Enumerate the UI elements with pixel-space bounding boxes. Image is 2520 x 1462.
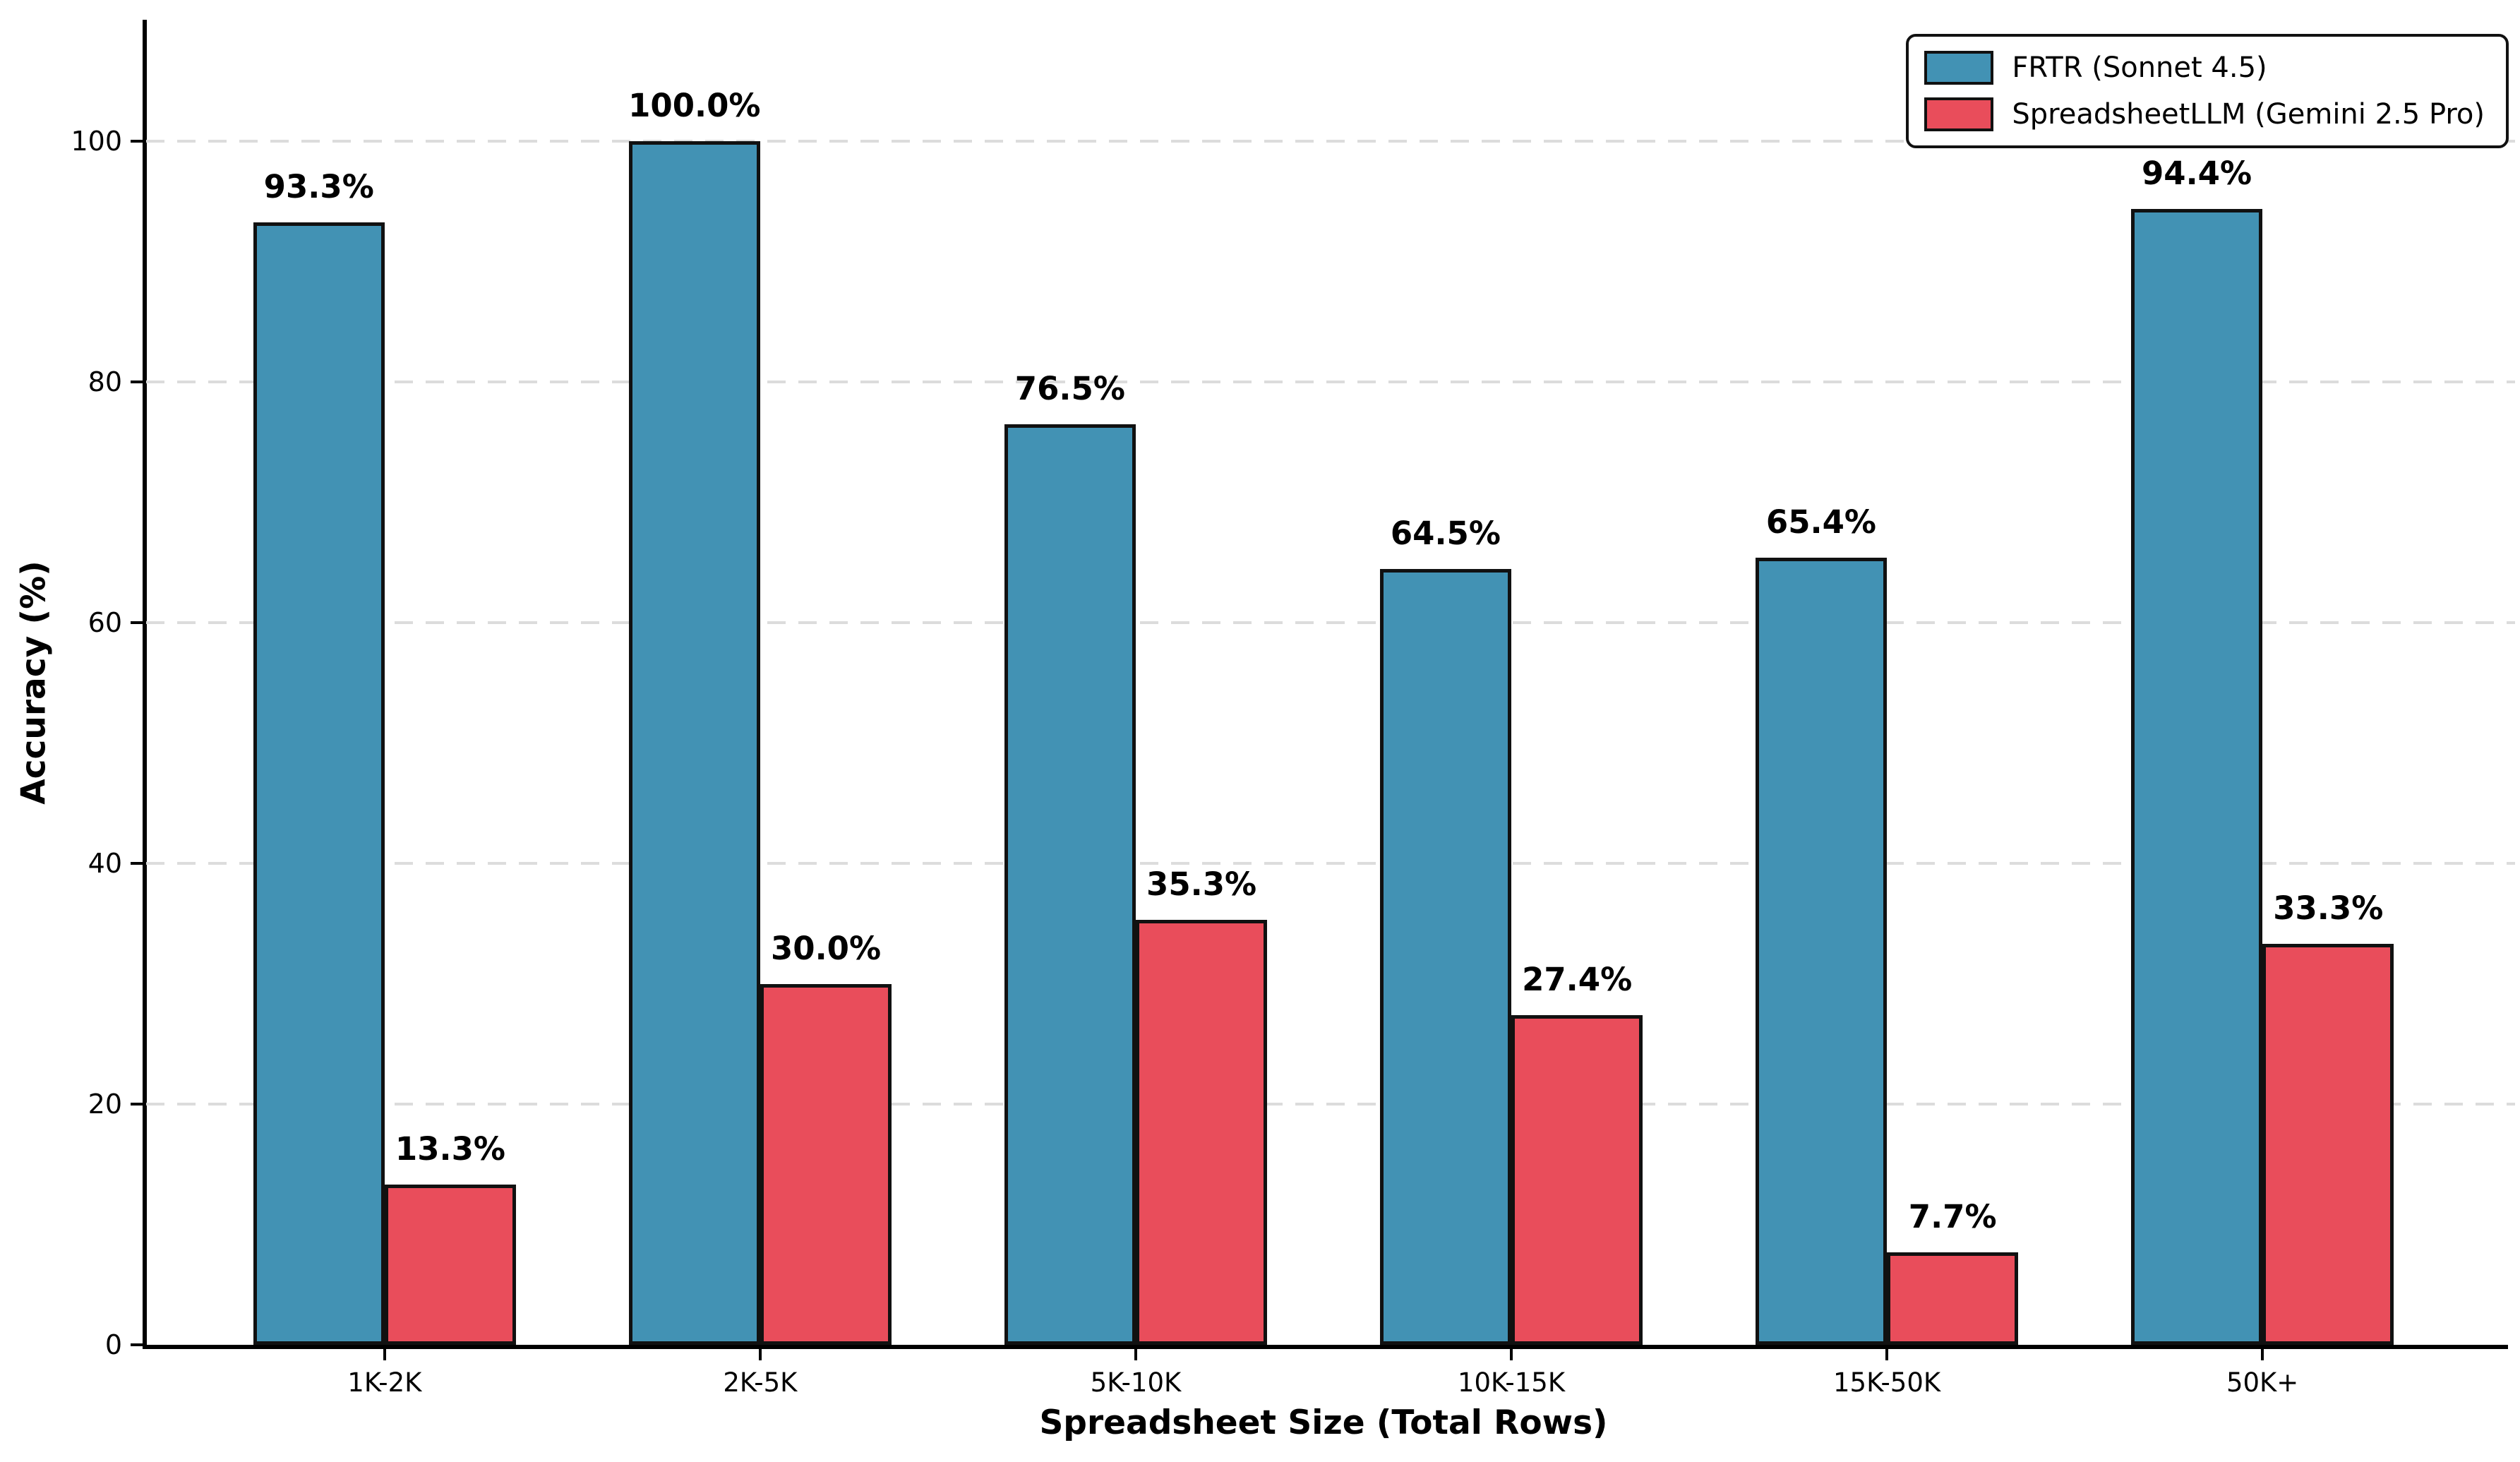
legend-item-frtr: FRTR (Sonnet 4.5) xyxy=(1924,51,2485,85)
y-tick-20 xyxy=(131,1103,145,1106)
y-tick-label-20: 20 xyxy=(88,1089,122,1120)
bar-spreadsheetllm-15k-50k xyxy=(1887,1252,2019,1345)
bar-label-frtr-10k-15k: 64.5% xyxy=(1390,514,1501,552)
x-tick-label-10k-15k: 10K-15K xyxy=(1457,1367,1566,1398)
bar-frtr-5k-10k xyxy=(1004,424,1136,1345)
y-tick-100 xyxy=(131,140,145,143)
gridline-80 xyxy=(146,381,2515,384)
y-tick-label-80: 80 xyxy=(88,366,122,398)
y-tick-60 xyxy=(131,621,145,625)
x-tick-1k-2k xyxy=(383,1349,386,1360)
gridline-20 xyxy=(146,1103,2515,1106)
legend-swatch-frtr xyxy=(1924,51,1994,85)
bar-label-spreadsheetllm-5k-10k: 35.3% xyxy=(1146,865,1257,904)
bar-label-spreadsheetllm-15k-50k: 7.7% xyxy=(1908,1197,1997,1235)
bar-label-frtr-15k-50k: 65.4% xyxy=(1765,503,1877,541)
gridline-40 xyxy=(146,862,2515,865)
x-axis-title: Spreadsheet Size (Total Rows) xyxy=(1039,1403,1608,1442)
y-tick-40 xyxy=(131,862,145,865)
x-tick-label-1k-2k: 1K-2K xyxy=(347,1367,422,1398)
bar-label-frtr-5k-10k: 76.5% xyxy=(1014,370,1125,408)
x-tick-2k-5k xyxy=(758,1349,762,1360)
y-axis-title: Accuracy (%) xyxy=(14,561,54,805)
y-tick-label-40: 40 xyxy=(88,848,122,880)
bar-spreadsheetllm-50k xyxy=(2262,944,2394,1345)
bar-label-spreadsheetllm-1k-2k: 13.3% xyxy=(395,1130,506,1168)
y-tick-80 xyxy=(131,381,145,384)
y-tick-label-0: 0 xyxy=(104,1329,122,1360)
legend-label-spreadsheetllm: SpreadsheetLLM (Gemini 2.5 Pro) xyxy=(2012,98,2485,131)
bar-spreadsheetllm-2k-5k xyxy=(760,983,892,1345)
x-tick-5k-10k xyxy=(1134,1349,1137,1360)
bar-label-spreadsheetllm-2k-5k: 30.0% xyxy=(770,929,882,967)
x-axis-spine xyxy=(143,1345,2508,1349)
legend-swatch-spreadsheetllm xyxy=(1924,97,1994,131)
x-tick-label-15k-50k: 15K-50K xyxy=(1833,1367,1941,1398)
legend-label-frtr: FRTR (Sonnet 4.5) xyxy=(2012,52,2267,84)
bar-spreadsheetllm-1k-2k xyxy=(384,1185,517,1345)
x-tick-50k xyxy=(2261,1349,2264,1360)
x-tick-10k-15k xyxy=(1510,1349,1513,1360)
bar-label-frtr-1k-2k: 93.3% xyxy=(263,167,374,205)
x-tick-label-2k-5k: 2K-5K xyxy=(723,1367,798,1398)
bar-frtr-10k-15k xyxy=(1379,568,1512,1345)
bar-spreadsheetllm-10k-15k xyxy=(1511,1014,1643,1345)
gridline-100 xyxy=(146,140,2515,143)
legend: FRTR (Sonnet 4.5) SpreadsheetLLM (Gemini … xyxy=(1906,34,2509,148)
x-tick-label-50k: 50K+ xyxy=(2226,1367,2299,1398)
bar-frtr-1k-2k xyxy=(253,222,385,1345)
bar-frtr-15k-50k xyxy=(1755,558,1888,1345)
x-tick-15k-50k xyxy=(1885,1349,1889,1360)
y-axis-spine xyxy=(143,20,147,1348)
legend-item-spreadsheetllm: SpreadsheetLLM (Gemini 2.5 Pro) xyxy=(1924,97,2485,131)
x-tick-label-5k-10k: 5K-10K xyxy=(1090,1367,1182,1398)
bar-frtr-50k xyxy=(2130,208,2263,1345)
bar-spreadsheetllm-5k-10k xyxy=(1135,920,1268,1345)
y-tick-0 xyxy=(131,1343,145,1346)
bar-frtr-2k-5k xyxy=(628,141,760,1345)
bar-label-spreadsheetllm-50k: 33.3% xyxy=(2273,889,2384,928)
bar-label-frtr-2k-5k: 100.0% xyxy=(628,87,761,125)
y-tick-label-60: 60 xyxy=(88,607,122,639)
bar-label-spreadsheetllm-10k-15k: 27.4% xyxy=(1522,960,1633,998)
bar-label-frtr-50k: 94.4% xyxy=(2141,154,2252,192)
y-tick-label-100: 100 xyxy=(71,126,122,157)
gridline-60 xyxy=(146,621,2515,625)
